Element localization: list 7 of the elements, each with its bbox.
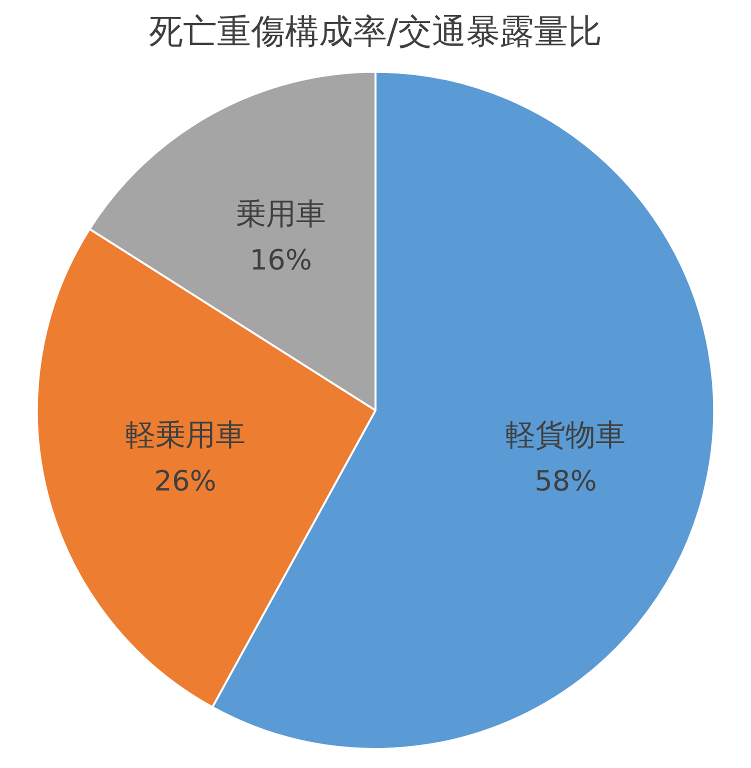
slice-label: 軽乗用車 (125, 418, 246, 454)
data-label: 26% (154, 464, 216, 498)
slice-label: 乗用車 (236, 197, 326, 232)
chart-title: 死亡重傷構成率/交通暴露量比 (148, 12, 602, 52)
data-label: 58% (534, 464, 597, 498)
slice-label: 軽貨物車 (506, 418, 626, 454)
data-label: 16% (250, 244, 312, 277)
